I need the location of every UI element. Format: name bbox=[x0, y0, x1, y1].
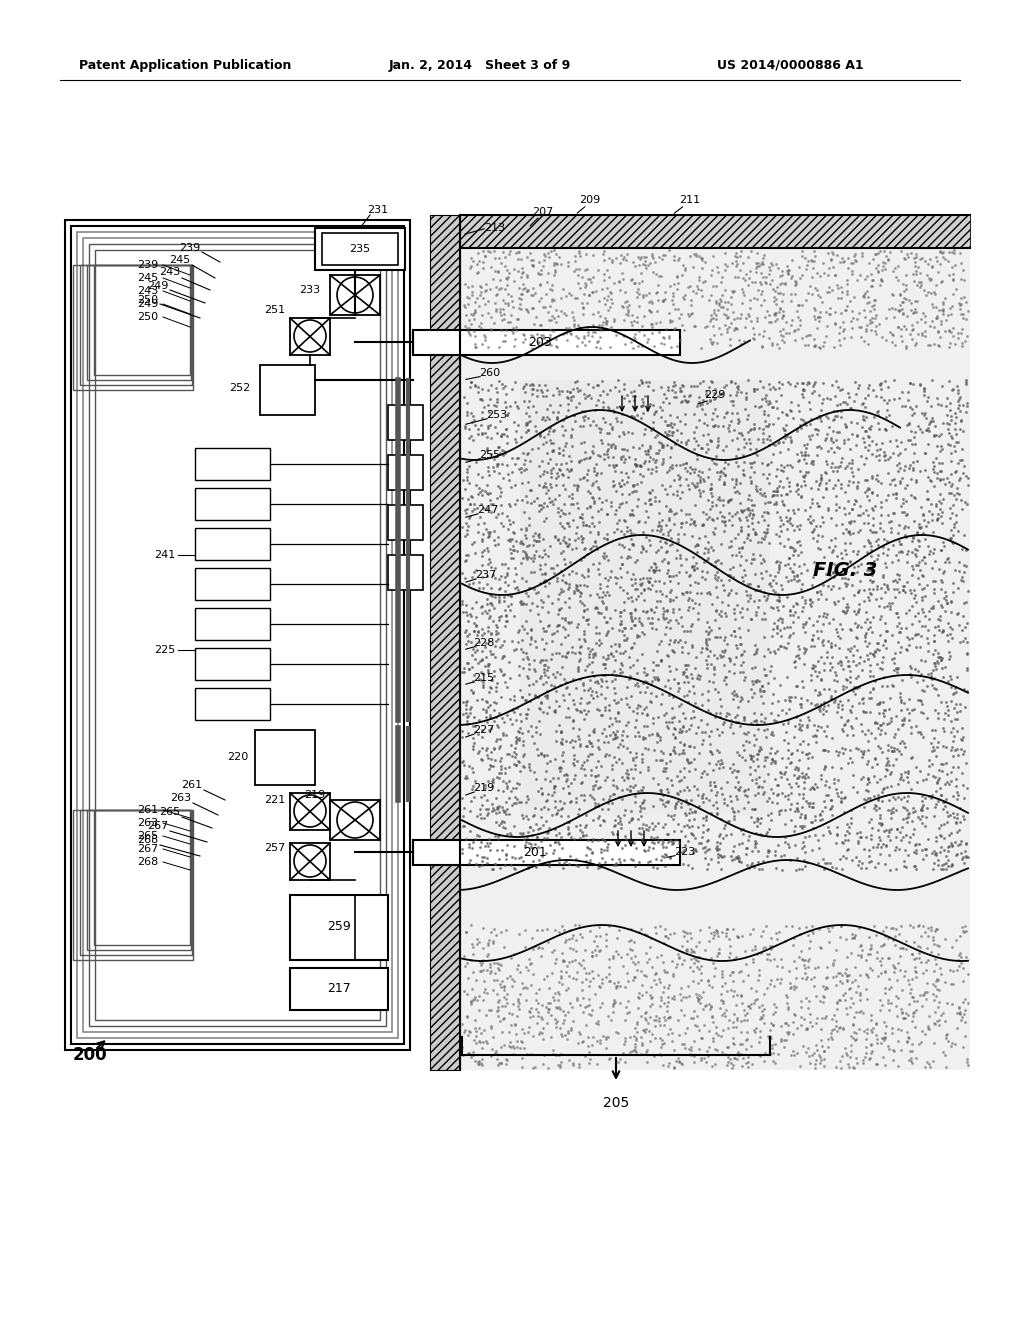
Bar bbox=[94, 265, 190, 375]
Text: 251: 251 bbox=[264, 305, 286, 315]
Bar bbox=[260, 366, 315, 414]
Bar bbox=[330, 800, 380, 840]
Text: 239: 239 bbox=[137, 260, 159, 271]
Text: 243: 243 bbox=[160, 267, 180, 277]
Text: 267: 267 bbox=[147, 821, 169, 832]
Bar bbox=[195, 488, 270, 520]
Text: 239: 239 bbox=[179, 243, 201, 253]
Text: 209: 209 bbox=[580, 195, 601, 205]
Bar bbox=[290, 843, 330, 880]
Text: 255: 255 bbox=[479, 450, 501, 459]
Text: 261: 261 bbox=[181, 780, 203, 789]
Text: 220: 220 bbox=[227, 752, 249, 762]
Text: 201: 201 bbox=[523, 846, 547, 859]
Text: 233: 233 bbox=[299, 285, 321, 294]
Text: 227: 227 bbox=[473, 725, 495, 735]
Text: 265: 265 bbox=[137, 832, 159, 841]
Bar bbox=[330, 275, 380, 315]
Bar bbox=[195, 648, 270, 680]
Bar bbox=[195, 447, 270, 480]
Text: 260: 260 bbox=[479, 368, 501, 378]
Text: 241: 241 bbox=[155, 550, 176, 560]
Text: US 2014/0000886 A1: US 2014/0000886 A1 bbox=[717, 58, 863, 71]
Bar bbox=[388, 506, 423, 540]
Text: Patent Application Publication: Patent Application Publication bbox=[79, 58, 291, 71]
Bar bbox=[195, 528, 270, 560]
Text: 215: 215 bbox=[473, 673, 495, 682]
Bar bbox=[290, 895, 388, 960]
Bar bbox=[322, 234, 398, 265]
Text: 259: 259 bbox=[327, 920, 351, 933]
Text: 247: 247 bbox=[477, 506, 499, 515]
Text: 265: 265 bbox=[160, 807, 180, 817]
Text: 221: 221 bbox=[264, 795, 286, 805]
Bar bbox=[73, 810, 193, 960]
Bar bbox=[388, 405, 423, 440]
Text: 235: 235 bbox=[349, 244, 371, 253]
Text: 207: 207 bbox=[532, 207, 554, 216]
Text: 243: 243 bbox=[137, 286, 159, 296]
Text: Jan. 2, 2014   Sheet 3 of 9: Jan. 2, 2014 Sheet 3 of 9 bbox=[389, 58, 571, 71]
Text: 245: 245 bbox=[169, 255, 190, 265]
Bar bbox=[290, 793, 330, 830]
Text: 263: 263 bbox=[170, 793, 191, 803]
Bar bbox=[460, 215, 970, 1071]
Bar bbox=[388, 554, 423, 590]
Bar bbox=[430, 215, 460, 1071]
Bar bbox=[94, 810, 190, 945]
Text: 257: 257 bbox=[264, 843, 286, 853]
Bar bbox=[65, 220, 410, 1049]
Bar bbox=[77, 232, 398, 1038]
Bar bbox=[460, 215, 970, 248]
Bar bbox=[95, 249, 380, 1020]
Text: 268: 268 bbox=[137, 836, 159, 845]
Text: 252: 252 bbox=[229, 383, 251, 393]
Bar bbox=[83, 238, 392, 1032]
Bar bbox=[71, 226, 404, 1044]
Bar bbox=[87, 265, 191, 380]
Text: 249: 249 bbox=[137, 300, 159, 309]
Bar bbox=[388, 455, 423, 490]
Bar bbox=[87, 810, 191, 950]
Text: 268: 268 bbox=[137, 857, 159, 867]
Bar bbox=[195, 568, 270, 601]
Text: 263: 263 bbox=[137, 818, 159, 828]
Text: 229: 229 bbox=[705, 389, 726, 400]
Bar bbox=[195, 609, 270, 640]
Bar bbox=[460, 215, 970, 248]
Text: 203: 203 bbox=[528, 337, 552, 348]
Bar bbox=[255, 730, 315, 785]
Bar bbox=[80, 265, 193, 385]
Bar bbox=[80, 810, 193, 954]
Text: 225: 225 bbox=[155, 645, 176, 655]
Text: 200: 200 bbox=[73, 1045, 108, 1064]
Bar bbox=[413, 330, 680, 355]
Bar bbox=[195, 688, 270, 719]
Text: 205: 205 bbox=[603, 1096, 629, 1110]
Text: 231: 231 bbox=[368, 205, 388, 215]
Text: 213: 213 bbox=[484, 223, 506, 234]
Text: 253: 253 bbox=[486, 411, 508, 420]
Text: 250: 250 bbox=[137, 312, 159, 322]
Text: 211: 211 bbox=[680, 195, 700, 205]
Bar bbox=[520, 380, 770, 814]
Text: 250: 250 bbox=[137, 294, 159, 305]
Text: 219: 219 bbox=[473, 783, 495, 793]
Bar bbox=[413, 840, 680, 865]
Text: 245: 245 bbox=[137, 273, 159, 282]
Text: 261: 261 bbox=[137, 805, 159, 814]
Bar bbox=[89, 244, 386, 1026]
Text: 219: 219 bbox=[304, 789, 325, 800]
Text: 249: 249 bbox=[147, 281, 169, 290]
Text: 237: 237 bbox=[475, 570, 497, 579]
Bar bbox=[315, 228, 406, 271]
Text: FIG. 3: FIG. 3 bbox=[813, 561, 878, 579]
Bar bbox=[290, 318, 330, 355]
Text: 228: 228 bbox=[473, 638, 495, 648]
Bar bbox=[73, 265, 193, 389]
Text: 267: 267 bbox=[137, 843, 159, 854]
Text: 217: 217 bbox=[327, 982, 351, 995]
Text: 223: 223 bbox=[675, 847, 695, 857]
Bar bbox=[290, 968, 388, 1010]
